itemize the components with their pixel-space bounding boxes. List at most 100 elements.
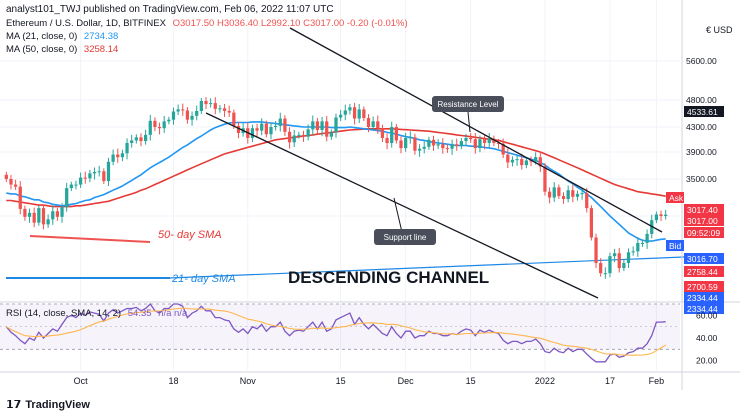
candle-body bbox=[362, 109, 366, 119]
candle-body bbox=[654, 214, 659, 221]
candle-body bbox=[88, 173, 92, 179]
candle-body bbox=[459, 141, 463, 147]
candle-body bbox=[469, 137, 473, 140]
candle-body bbox=[32, 212, 36, 223]
candle-body bbox=[422, 146, 426, 149]
ma50-value: 3258.14 bbox=[83, 44, 119, 55]
candle-body bbox=[352, 107, 357, 119]
candle-body bbox=[599, 263, 603, 274]
candle-body bbox=[153, 120, 157, 127]
candle-body bbox=[626, 252, 631, 264]
candle-body bbox=[27, 212, 32, 217]
price-tick: 3900.00 bbox=[686, 147, 717, 157]
price-label: 4533.61 bbox=[687, 107, 718, 117]
price-label-bg bbox=[684, 253, 724, 264]
candle-body bbox=[74, 184, 78, 186]
tradingview-logo[interactable]: 𝟭𝟳 TradingView bbox=[6, 398, 90, 412]
price-label-bg bbox=[684, 227, 724, 238]
price-tick: 5600.00 bbox=[686, 56, 717, 66]
price-label: Ask bbox=[669, 193, 684, 203]
price-label: 3016.70 bbox=[687, 254, 718, 264]
price-label: 3017.40 bbox=[687, 205, 718, 215]
candle-body bbox=[636, 242, 640, 252]
candle-body bbox=[492, 138, 496, 143]
candle-body bbox=[274, 125, 278, 127]
candle-body bbox=[404, 137, 408, 149]
candle-body bbox=[283, 118, 287, 132]
candle-body bbox=[348, 107, 352, 111]
candle-body bbox=[561, 196, 566, 200]
candle-body bbox=[209, 103, 213, 105]
rsi-na: n/a n/a bbox=[158, 308, 188, 319]
candle-body bbox=[394, 127, 398, 141]
candle-body bbox=[376, 121, 380, 129]
tradingview-logo-icon: 𝟭𝟳 bbox=[6, 399, 22, 411]
candle-body bbox=[538, 157, 542, 167]
candle-body bbox=[195, 110, 199, 116]
ohlc-values: O3017.50 H3036.40 L2992.10 C3017.00 -0.2… bbox=[172, 18, 408, 29]
candle-body bbox=[102, 171, 106, 182]
price-label: Bid bbox=[669, 241, 682, 251]
resistance-line bbox=[289, 27, 663, 233]
candle-body bbox=[60, 207, 64, 217]
resistance-callout-label: Resistance Level bbox=[438, 100, 499, 109]
candle-body bbox=[130, 140, 134, 143]
candle-body bbox=[13, 184, 18, 187]
candle-body bbox=[408, 137, 412, 139]
candle-body bbox=[399, 140, 403, 149]
candle-body bbox=[306, 129, 310, 137]
candle-body bbox=[232, 112, 236, 126]
rsi-ma-path bbox=[6, 307, 666, 356]
sma50-annotation: 50- day SMA bbox=[158, 229, 222, 241]
candle-body bbox=[664, 214, 668, 216]
candle-body bbox=[343, 110, 347, 115]
candle-body bbox=[227, 110, 231, 113]
symbol-title: Ethereum / U.S. Dollar, 1D, BITFINEX bbox=[6, 18, 166, 29]
candle-body bbox=[441, 144, 445, 149]
candle-body bbox=[9, 179, 13, 185]
resistance-callout-box bbox=[432, 96, 504, 112]
sma21-mark-line bbox=[169, 256, 685, 279]
candle-body bbox=[236, 125, 241, 134]
candle-body bbox=[139, 137, 143, 142]
candle-body bbox=[37, 208, 41, 223]
candle-body bbox=[482, 139, 487, 143]
price-label-bg bbox=[666, 192, 684, 203]
candle-body bbox=[557, 187, 561, 197]
time-tick: 15 bbox=[336, 376, 346, 386]
candle-body bbox=[255, 128, 259, 131]
rsi-legend[interactable]: RSI (14, close, SMA, 14, 2) 54.35 n/a n/… bbox=[6, 308, 187, 319]
candle-body bbox=[603, 273, 607, 275]
price-label: 2700.59 bbox=[687, 282, 718, 292]
price-label-bg bbox=[684, 292, 724, 303]
ma21-legend[interactable]: MA (21, close, 0) 2734.38 bbox=[6, 31, 118, 42]
candle-body bbox=[339, 114, 343, 118]
candle-body bbox=[566, 190, 570, 200]
candle-body bbox=[222, 108, 227, 111]
time-tick: Oct bbox=[74, 376, 89, 386]
candle-body bbox=[478, 139, 482, 149]
candle-body bbox=[622, 263, 626, 269]
candle-body bbox=[311, 121, 315, 130]
rsi-tick: 60.00 bbox=[696, 310, 718, 320]
time-tick: 18 bbox=[168, 376, 178, 386]
candlesticks bbox=[4, 97, 668, 279]
candle-body bbox=[92, 171, 97, 174]
candle-body bbox=[69, 184, 73, 189]
candle-body bbox=[585, 193, 589, 209]
sma21-annotation: 21- day SMA bbox=[171, 273, 236, 285]
time-tick: 15 bbox=[466, 376, 476, 386]
ma21-label: MA (21, close, 0) bbox=[6, 31, 78, 42]
candle-body bbox=[510, 159, 515, 163]
candle-body bbox=[185, 110, 190, 120]
candle-body bbox=[450, 144, 454, 149]
candle-body bbox=[116, 154, 120, 158]
candle-body bbox=[515, 159, 519, 161]
ma50-legend[interactable]: MA (50, close, 0) 3258.14 bbox=[6, 44, 118, 55]
candle-body bbox=[78, 177, 83, 185]
candle-body bbox=[617, 253, 621, 269]
candle-body bbox=[278, 118, 282, 126]
candle-body bbox=[659, 214, 663, 216]
candle-body bbox=[357, 109, 361, 119]
